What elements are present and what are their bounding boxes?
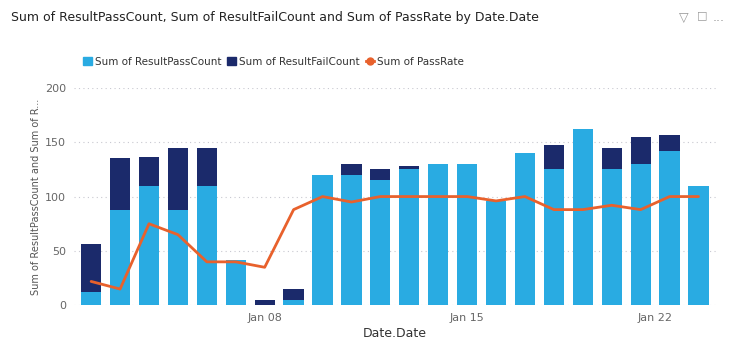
Bar <box>399 169 419 305</box>
Bar <box>168 210 188 305</box>
Bar <box>81 292 101 305</box>
Bar <box>601 147 622 169</box>
Bar <box>283 300 304 305</box>
Bar <box>139 157 159 186</box>
Bar <box>312 175 333 305</box>
Bar <box>81 244 101 292</box>
Bar <box>399 166 419 169</box>
Bar <box>110 158 130 210</box>
Bar <box>168 147 188 210</box>
Bar <box>226 260 246 305</box>
Bar <box>544 145 564 169</box>
Bar <box>139 186 159 305</box>
Text: ▽: ▽ <box>679 11 689 24</box>
Bar <box>515 153 535 305</box>
X-axis label: Date.Date: Date.Date <box>363 327 427 340</box>
Bar <box>197 147 217 186</box>
Text: ...: ... <box>712 11 724 24</box>
Bar <box>544 169 564 305</box>
Bar <box>573 129 593 305</box>
Text: Sum of ResultPassCount, Sum of ResultFailCount and Sum of PassRate by Date.Date: Sum of ResultPassCount, Sum of ResultFai… <box>11 11 539 24</box>
Bar <box>689 186 708 305</box>
Bar <box>341 164 362 175</box>
Bar <box>255 300 275 305</box>
Bar <box>370 169 390 180</box>
Bar <box>601 169 622 305</box>
Bar <box>110 210 130 305</box>
Bar <box>370 180 390 305</box>
Y-axis label: Sum of ResultPassCount and Sum of R...: Sum of ResultPassCount and Sum of R... <box>31 98 41 295</box>
Bar <box>630 137 651 164</box>
Bar <box>630 164 651 305</box>
Bar <box>283 289 304 300</box>
Legend: Sum of ResultPassCount, Sum of ResultFailCount, Sum of PassRate: Sum of ResultPassCount, Sum of ResultFai… <box>79 53 468 71</box>
Bar <box>486 201 506 305</box>
Bar <box>457 164 477 305</box>
Bar <box>660 151 680 305</box>
Text: □: □ <box>697 11 708 20</box>
Bar <box>428 164 448 305</box>
Bar <box>341 175 362 305</box>
Bar <box>197 186 217 305</box>
Bar <box>660 134 680 151</box>
